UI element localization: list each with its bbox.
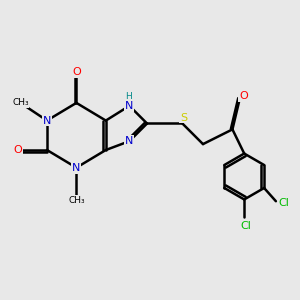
Text: N: N [72, 163, 81, 173]
Text: CH₃: CH₃ [68, 196, 85, 205]
Text: Cl: Cl [240, 221, 251, 231]
Text: O: O [72, 67, 81, 77]
Text: O: O [239, 91, 248, 101]
Text: N: N [125, 101, 134, 111]
Text: N: N [125, 136, 134, 146]
Text: CH₃: CH₃ [12, 98, 29, 107]
Text: Cl: Cl [279, 198, 289, 208]
Text: S: S [180, 112, 188, 123]
Text: O: O [13, 145, 22, 155]
Text: H: H [125, 92, 132, 101]
Text: N: N [43, 116, 51, 126]
